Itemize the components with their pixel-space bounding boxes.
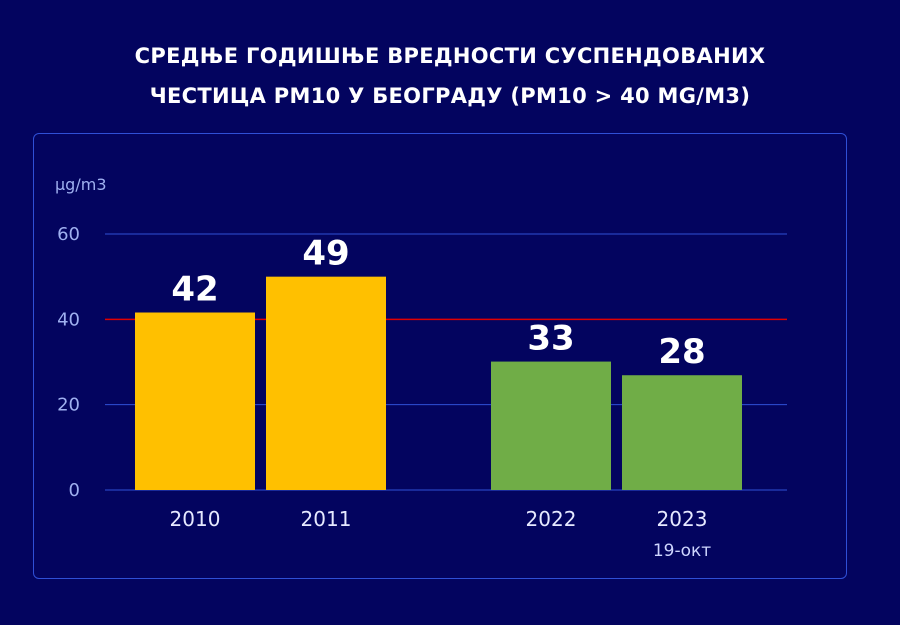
x-tick-label: 2011 bbox=[301, 507, 352, 531]
bar-value-label: 49 bbox=[302, 234, 349, 274]
x-tick-label: 2010 bbox=[170, 507, 221, 531]
bar-value-label: 28 bbox=[658, 332, 705, 372]
bar-value-label: 42 bbox=[171, 270, 218, 310]
chart-title-line-1: СРЕДЊЕ ГОДИШЊЕ ВРЕДНОСТИ СУСПЕНДОВАНИХ bbox=[134, 44, 766, 68]
x-tick-label: 2022 bbox=[526, 507, 577, 531]
x-tick-sublabel: 19-окт bbox=[653, 541, 711, 561]
bar-2011 bbox=[266, 276, 386, 490]
chart-title-line-2: ЧЕСТИЦА PM10 У БЕОГРАДУ (PM10 > 40 MG/M3… bbox=[149, 84, 751, 108]
y-axis-unit-label: µg/m3 bbox=[55, 175, 107, 194]
bar-2023 bbox=[622, 375, 742, 490]
labels: 0 20 40 60 42 2010 49 2011 33 2022 28 2023 19-окт bbox=[57, 224, 711, 561]
chart-panel bbox=[33, 133, 847, 579]
y-tick-label: 40 bbox=[57, 309, 80, 330]
chart-title: СРЕДЊЕ ГОДИШЊЕ ВРЕДНОСТИ СУСПЕНДОВАНИХ Ч… bbox=[0, 36, 900, 116]
bar-2022 bbox=[491, 361, 611, 490]
bar-value-label: 33 bbox=[527, 319, 574, 359]
bar-2010 bbox=[135, 312, 255, 490]
y-tick-label: 60 bbox=[57, 224, 80, 245]
bars bbox=[135, 276, 742, 490]
x-tick-label: 2023 bbox=[657, 507, 708, 531]
y-tick-label: 0 bbox=[69, 480, 80, 501]
y-tick-label: 20 bbox=[57, 395, 80, 416]
